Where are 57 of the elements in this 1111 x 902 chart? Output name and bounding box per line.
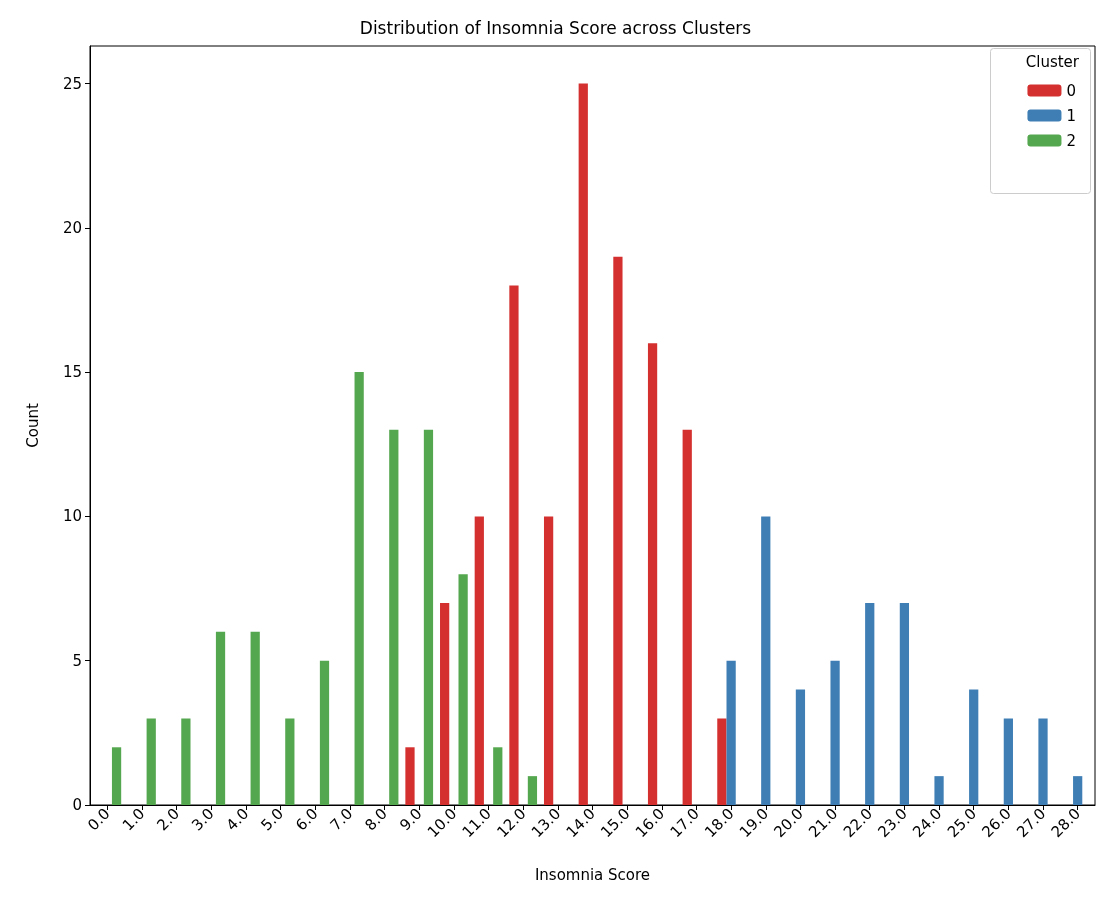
bar — [1038, 718, 1048, 805]
bar — [682, 429, 692, 805]
y-tick-label: 5 — [72, 651, 82, 670]
bar — [458, 574, 468, 805]
bar — [1073, 776, 1083, 805]
bar — [389, 429, 399, 805]
x-tick-label: 6.0 — [292, 804, 322, 835]
x-tick-label: 9.0 — [396, 804, 426, 835]
y-tick-label: 0 — [72, 796, 82, 814]
y-tick-label: 25 — [62, 74, 82, 93]
bar — [899, 602, 910, 805]
bar — [613, 256, 623, 805]
bar — [543, 516, 554, 805]
bar — [440, 602, 450, 805]
bar — [181, 718, 191, 805]
bar — [319, 660, 330, 805]
x-tick-label: 4.0 — [222, 804, 253, 835]
bar — [726, 660, 736, 805]
bar — [111, 747, 122, 805]
bar — [509, 285, 519, 805]
y-axis-title: Count — [23, 403, 42, 448]
bar — [474, 516, 484, 805]
x-tick-label: 1.0 — [118, 804, 149, 835]
bar — [647, 343, 658, 805]
bar — [405, 747, 415, 805]
bar — [795, 689, 806, 805]
bar — [354, 372, 364, 805]
x-tick-label: 3.0 — [188, 804, 218, 835]
bar — [493, 747, 503, 805]
bar — [527, 776, 538, 805]
x-tick-label: 7.0 — [326, 804, 357, 835]
bar — [146, 718, 156, 805]
bar — [717, 718, 727, 805]
y-tick-label: 20 — [62, 218, 82, 237]
bar — [1003, 718, 1013, 805]
x-axis-title: Insomnia Score — [534, 865, 651, 884]
bar — [578, 83, 588, 805]
chart-title: Distribution of Insomnia Score across Clusters — [359, 17, 752, 38]
legend-label: 2 — [1066, 131, 1076, 150]
bar — [761, 516, 771, 805]
x-tick-label: 0.0 — [84, 804, 114, 835]
y-tick-label: 10 — [62, 507, 82, 526]
bar — [830, 660, 840, 805]
bar — [250, 631, 260, 805]
bar — [934, 776, 944, 805]
legend-label: 0 — [1066, 81, 1076, 100]
x-tick-label: 2.0 — [153, 804, 183, 835]
bar — [969, 689, 979, 805]
x-tick-label: 8.0 — [361, 804, 391, 835]
bar — [865, 602, 875, 805]
legend-title: Cluster — [1025, 52, 1080, 71]
x-tick-label: 5.0 — [257, 804, 287, 835]
bar — [215, 631, 226, 805]
legend-label: 1 — [1066, 106, 1076, 125]
bar — [285, 718, 295, 805]
y-tick-label: 15 — [62, 363, 82, 382]
bar — [423, 429, 434, 805]
